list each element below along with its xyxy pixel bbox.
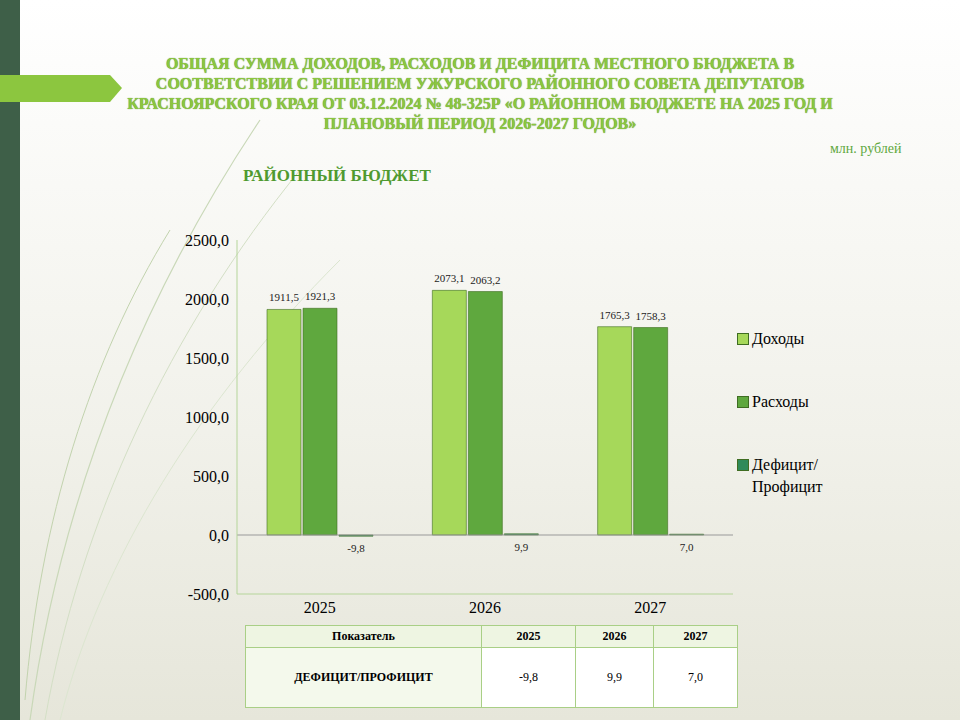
html-text:млн. рублей: млн. рублей — [830, 141, 902, 156]
svg-text:1911,5: 1911,5 — [269, 291, 299, 303]
html-text:РАЙОННЫЙ БЮДЖЕТ: РАЙОННЫЙ БЮДЖЕТ — [243, 166, 431, 185]
svg-text:2063,2: 2063,2 — [470, 274, 500, 286]
html-text:2026: 2026 — [602, 629, 627, 643]
svg-text:2073,1: 2073,1 — [434, 272, 464, 284]
html-text:Расходы: Расходы — [752, 393, 809, 410]
html-text:7,0: 7,0 — [688, 670, 703, 684]
svg-text:2500,0: 2500,0 — [185, 232, 229, 249]
svg-text:1921,3: 1921,3 — [305, 290, 336, 302]
svg-text:1758,3: 1758,3 — [636, 310, 667, 322]
svg-text:7,0: 7,0 — [680, 541, 694, 553]
svg-text:500,0: 500,0 — [193, 468, 229, 485]
html-text:Дефицит/ Профицит: Дефицит/ Профицит — [752, 456, 823, 495]
html-text:-9,8: -9,8 — [519, 670, 538, 684]
svg-text:-9,8: -9,8 — [347, 542, 365, 554]
svg-text:2027: 2027 — [634, 599, 666, 616]
html-text:2027: 2027 — [683, 629, 708, 643]
svg-text:1765,3: 1765,3 — [600, 309, 631, 321]
svg-text:2000,0: 2000,0 — [185, 291, 229, 308]
html-text:9,9: 9,9 — [607, 670, 622, 684]
svg-text:1500,0: 1500,0 — [185, 350, 229, 367]
svg-text:2025: 2025 — [304, 599, 336, 616]
svg-text:1000,0: 1000,0 — [185, 409, 229, 426]
svg-text:9,9: 9,9 — [514, 541, 528, 553]
html-text:2025: 2025 — [516, 629, 541, 643]
html-text:Доходы: Доходы — [752, 330, 805, 347]
svg-text:-500,0: -500,0 — [188, 586, 229, 603]
html-text:ОБЩАЯ СУММА ДОХОДОВ, РАСХОДОВ: ОБЩАЯ СУММА ДОХОДОВ, РАСХОДОВ И ДЕФИЦИТА… — [127, 55, 833, 132]
svg-text:0,0: 0,0 — [209, 527, 229, 544]
svg-text:2026: 2026 — [469, 599, 501, 616]
html-text:Показатель: Показатель — [332, 629, 395, 643]
html-text:ДЕФИЦИТ/ПРОФИЦИТ: ДЕФИЦИТ/ПРОФИЦИТ — [294, 670, 433, 684]
